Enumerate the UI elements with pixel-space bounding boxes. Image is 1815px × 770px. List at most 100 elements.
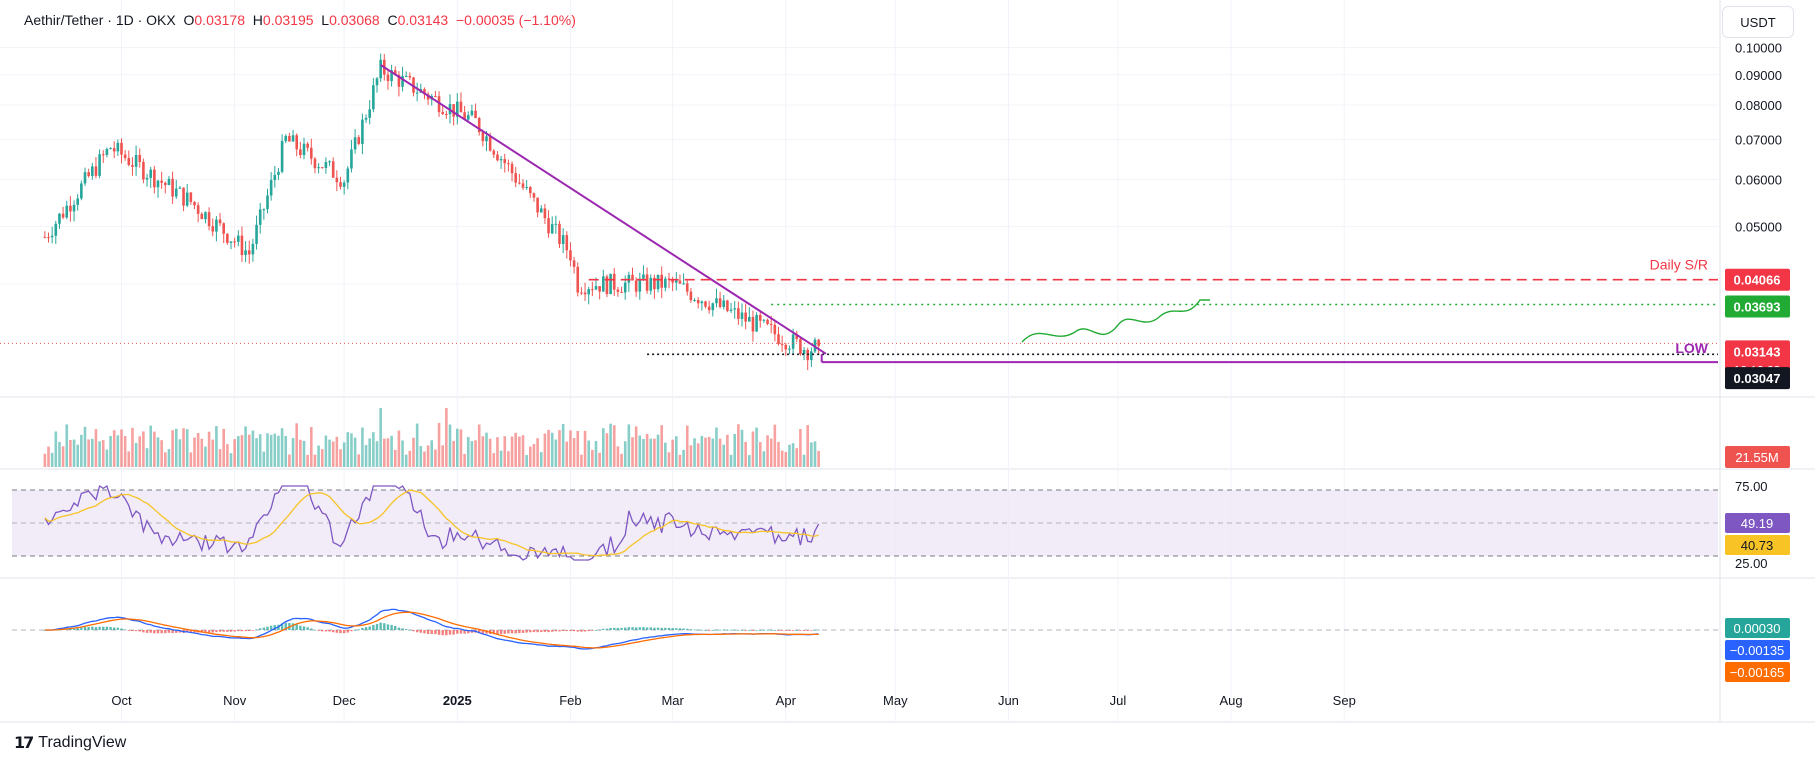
volume-bar (167, 449, 171, 467)
macd-badge-bg (1725, 618, 1790, 638)
macd-histogram-bar (383, 623, 386, 630)
candle-body (693, 299, 696, 301)
volume-bar (675, 436, 678, 467)
macd-histogram-bar (153, 630, 156, 634)
candle-body (700, 301, 704, 304)
volume-bar (594, 440, 598, 467)
candle-body (229, 241, 233, 243)
macd-badge: −0.00165 (1725, 662, 1790, 682)
volume-bar (525, 455, 528, 467)
candle-body (474, 110, 477, 119)
low-price-badge-bg (1725, 367, 1790, 390)
candle-body (288, 135, 291, 142)
candle-body (284, 135, 288, 142)
watermark-label: TradingView (38, 734, 127, 751)
volume-bar (638, 435, 642, 467)
tradingview-watermark[interactable]: 𝟭𝟳 TradingView (14, 733, 126, 753)
volume-bar (105, 449, 109, 467)
volume-badge-bg (1725, 446, 1790, 468)
macd-histogram-bar (317, 630, 320, 631)
volume-bar (598, 452, 601, 467)
volume-bar (415, 423, 419, 467)
candle-body (269, 180, 273, 196)
macd-histogram-bar (496, 630, 499, 635)
candle-body (233, 241, 236, 243)
x-tick-label: Feb (559, 693, 581, 708)
candle-body (609, 273, 612, 295)
candle-body (54, 223, 58, 236)
macd-histogram-bar (624, 627, 627, 630)
volume-bar (456, 428, 459, 467)
volume-bar (273, 433, 277, 467)
volume-bar (215, 426, 218, 467)
candle-body (174, 188, 178, 197)
macd-histogram-bar (507, 630, 510, 634)
volume-bar (237, 436, 240, 467)
volume-bar (50, 452, 54, 467)
candle-body (361, 119, 364, 144)
macd-histogram-bar (810, 630, 813, 631)
macd-histogram-bar (445, 630, 448, 636)
volume-bar (791, 443, 795, 467)
macd-histogram-bar (649, 627, 652, 630)
macd-histogram-bar (226, 630, 229, 632)
volume-bar (244, 426, 247, 467)
macd-histogram-bar (744, 630, 747, 631)
macd-histogram-bar (120, 628, 123, 630)
volume-bar (204, 446, 207, 467)
volume-bar (634, 426, 638, 467)
volume-bar (554, 439, 558, 467)
volume-bar (605, 433, 609, 467)
volume-bar (383, 438, 386, 467)
volume-bar (346, 432, 350, 467)
volume-bar (503, 436, 507, 467)
volume-bars (43, 408, 820, 467)
volume-bar (196, 432, 200, 467)
macd-histogram-bar (616, 627, 620, 630)
volume-bar (138, 436, 142, 467)
candle-body (142, 161, 145, 180)
volume-bar (408, 450, 412, 467)
open-value: 0.03178 (194, 12, 245, 28)
macd-histogram-bar (634, 627, 638, 630)
candle-body (357, 137, 361, 144)
low-price-badge: 0.03047 (1725, 367, 1790, 390)
currency-button[interactable]: USDT (1722, 6, 1794, 38)
macd-histogram-bar (755, 629, 758, 631)
candle-body (58, 213, 61, 224)
macd-histogram-bar (799, 630, 802, 631)
volume-bar (401, 440, 404, 467)
candle-body (780, 343, 784, 345)
candle-body (718, 298, 722, 307)
low-value: 0.03068 (329, 12, 380, 28)
macd-histogram-bar (171, 630, 174, 634)
candle-body (744, 312, 747, 322)
macd-histogram-bar (518, 630, 521, 634)
macd-histogram-bar (598, 629, 601, 631)
volume-bar (671, 439, 674, 467)
candle-body (134, 154, 138, 167)
volume-bar (616, 446, 620, 467)
candle-body (302, 143, 306, 156)
volume-bar (802, 454, 806, 467)
candle-body (514, 173, 517, 183)
volume-bar (211, 439, 215, 467)
volume-bar (678, 454, 682, 467)
macd-histogram-bar (718, 629, 722, 631)
volume-bar (737, 424, 740, 467)
volume-bar (780, 450, 784, 467)
volume-bar (131, 427, 134, 467)
candle-body (671, 279, 674, 283)
candle-body (200, 213, 204, 220)
volume-bar (295, 423, 298, 467)
candle-body (755, 314, 758, 332)
candle-body (295, 135, 298, 150)
x-tick-label: Sep (1333, 693, 1356, 708)
candle-body (452, 104, 455, 117)
macd-badge-text: −0.00165 (1730, 665, 1785, 680)
volume-bar (288, 454, 291, 467)
candle-body (101, 154, 105, 156)
candle-body (61, 213, 65, 218)
